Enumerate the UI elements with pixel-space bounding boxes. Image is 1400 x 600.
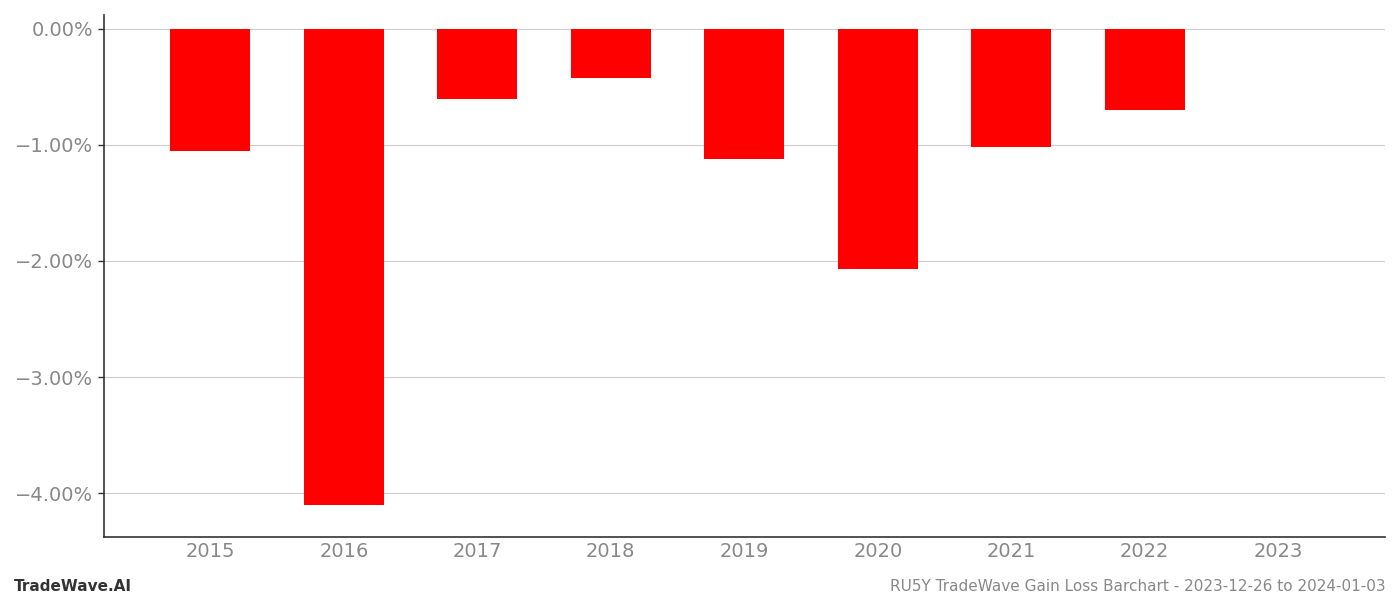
Bar [1105, 29, 1184, 110]
Bar [571, 29, 651, 77]
Bar [304, 29, 384, 505]
Bar [437, 29, 518, 98]
Bar [837, 29, 918, 269]
Bar [972, 29, 1051, 147]
Bar [171, 29, 251, 151]
Text: TradeWave.AI: TradeWave.AI [14, 579, 132, 594]
Text: RU5Y TradeWave Gain Loss Barchart - 2023-12-26 to 2024-01-03: RU5Y TradeWave Gain Loss Barchart - 2023… [890, 579, 1386, 594]
Bar [704, 29, 784, 159]
